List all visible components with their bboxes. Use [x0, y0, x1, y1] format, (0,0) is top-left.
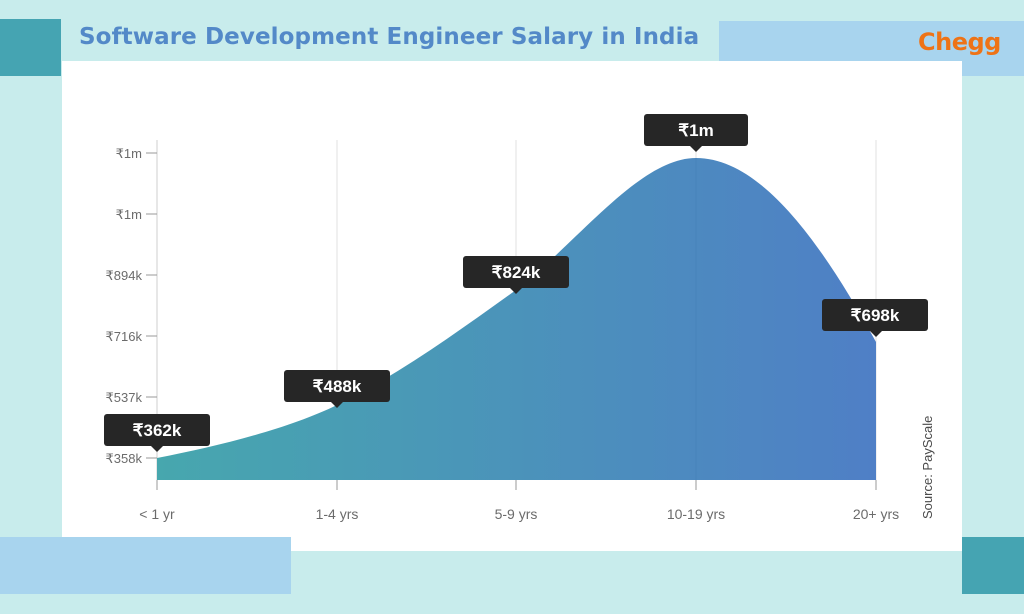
y-tick-label: ₹358k	[106, 451, 143, 466]
y-tick-label: ₹1m	[116, 146, 142, 161]
salary-area	[157, 158, 876, 480]
x-tick-label: 5-9 yrs	[495, 506, 538, 522]
tooltip-1-4yrs: ₹488k	[284, 370, 390, 408]
x-tick-label: 1-4 yrs	[316, 506, 359, 522]
source-annotation: Source: PayScale	[920, 416, 935, 519]
y-tick-label: ₹1m	[116, 207, 142, 222]
x-tick-label: 10-19 yrs	[667, 506, 725, 522]
chegg-logo: Chegg	[918, 28, 1001, 56]
y-axis: ₹1m ₹1m ₹894k ₹716k ₹537k ₹358k	[106, 140, 158, 490]
page-title: Software Development Engineer Salary in …	[79, 24, 700, 50]
tooltip-value: ₹362k	[133, 421, 182, 440]
tooltip-5-9yrs: ₹824k	[463, 256, 569, 294]
tooltip-10-19yrs: ₹1m	[644, 114, 748, 152]
tooltip-value: ₹698k	[851, 306, 900, 325]
y-tick-label: ₹537k	[106, 390, 143, 405]
x-axis: < 1 yr 1-4 yrs 5-9 yrs 10-19 yrs 20+ yrs	[139, 506, 899, 522]
x-tick-label: < 1 yr	[139, 506, 175, 522]
x-axis-ticks	[156, 480, 877, 490]
decor-teal-block-bottom-right	[962, 537, 1024, 594]
tooltip-value: ₹824k	[492, 263, 541, 282]
tooltip-lt1yr: ₹362k	[104, 414, 210, 452]
tooltip-value: ₹488k	[313, 377, 362, 396]
tooltip-value: ₹1m	[678, 121, 713, 140]
decor-teal-block-top-left	[0, 19, 61, 76]
y-tick-label: ₹716k	[106, 329, 143, 344]
y-tick-label: ₹894k	[106, 268, 143, 283]
decor-blue-block-bottom-left	[0, 537, 291, 594]
x-tick-label: 20+ yrs	[853, 506, 899, 522]
tooltip-20plus-yrs: ₹698k	[822, 299, 928, 337]
